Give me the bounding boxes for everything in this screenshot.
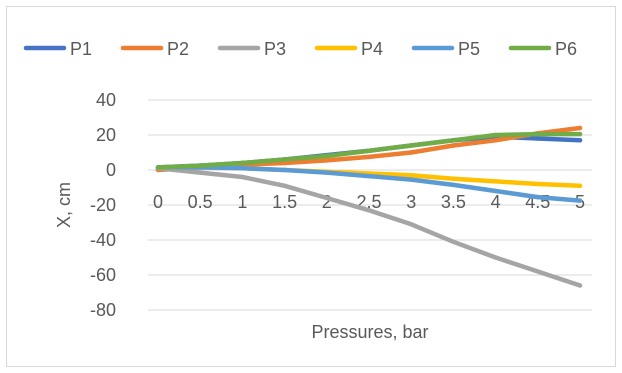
series-lines <box>155 125 583 288</box>
data-point <box>366 173 372 179</box>
x-tick-label: 1 <box>237 192 247 212</box>
data-point <box>577 138 583 143</box>
data-point <box>198 163 203 168</box>
legend-label: P5 <box>458 39 480 59</box>
data-point <box>366 148 372 153</box>
data-point <box>366 208 372 213</box>
data-point <box>493 179 498 184</box>
legend-label: P3 <box>264 39 286 59</box>
series-p6 <box>155 131 583 170</box>
series-line <box>155 166 583 288</box>
x-tick-label: 3 <box>406 192 416 212</box>
y-axis-title: X, cm <box>54 182 74 228</box>
x-tick-label: 0.5 <box>188 192 213 212</box>
legend-item: P4 <box>314 39 383 59</box>
y-tick-label: 40 <box>96 90 116 110</box>
legend-item: P5 <box>411 39 480 59</box>
data-point <box>324 170 329 175</box>
data-point <box>282 160 287 166</box>
chart-frame <box>6 6 616 367</box>
y-tick-label: -40 <box>90 230 116 250</box>
x-tick-label: 3.5 <box>441 192 466 212</box>
data-point <box>493 138 498 143</box>
data-point <box>451 239 456 244</box>
data-point <box>577 183 583 188</box>
data-point <box>577 198 583 203</box>
x-tick-label: 0 <box>153 192 163 212</box>
y-tick-label: -80 <box>90 300 116 320</box>
data-point <box>577 125 583 131</box>
data-point <box>577 131 583 137</box>
data-point <box>535 269 540 274</box>
data-point <box>409 143 414 148</box>
legend-label: P4 <box>361 39 383 59</box>
data-point <box>493 188 498 194</box>
data-point <box>451 143 456 148</box>
data-point <box>282 167 287 173</box>
y-tick-label: -20 <box>90 195 116 215</box>
data-point <box>535 136 540 141</box>
legend-label: P6 <box>555 39 577 59</box>
x-tick-label: 4 <box>491 192 501 212</box>
data-point <box>451 182 456 188</box>
data-point <box>493 132 498 138</box>
data-point <box>577 283 583 288</box>
legend-item: P6 <box>508 39 577 59</box>
data-point <box>493 255 498 260</box>
legend-item: P3 <box>217 39 286 59</box>
data-point <box>324 195 329 201</box>
data-point <box>282 157 287 162</box>
data-point <box>535 131 540 137</box>
y-tick-label: 0 <box>106 160 116 180</box>
legend-item: P1 <box>23 39 92 59</box>
legend-label: P1 <box>70 39 92 59</box>
data-point <box>282 183 287 188</box>
data-point <box>324 158 329 163</box>
data-point <box>409 222 414 227</box>
data-point <box>535 181 540 187</box>
data-point <box>366 154 372 160</box>
data-point <box>324 153 329 159</box>
y-tick-label: 20 <box>96 125 116 145</box>
data-point <box>198 170 203 175</box>
data-point <box>409 173 414 178</box>
x-axis-title: Pressures, bar <box>311 322 428 342</box>
legend-label: P2 <box>167 39 189 59</box>
data-point <box>409 150 414 155</box>
x-tick-label: 2 <box>322 192 332 212</box>
data-point <box>535 194 540 200</box>
data-point <box>240 166 245 171</box>
data-point <box>240 160 245 166</box>
legend-item: P2 <box>120 39 189 59</box>
legend: P1 P2 P3 P4 P5 P6 <box>23 39 577 59</box>
data-point <box>451 176 456 181</box>
data-point <box>240 174 245 180</box>
y-tick-label: -60 <box>90 265 116 285</box>
x-tick-label: 1.5 <box>272 192 297 212</box>
data-point <box>155 165 161 170</box>
data-point <box>451 138 456 143</box>
data-point <box>409 177 414 182</box>
